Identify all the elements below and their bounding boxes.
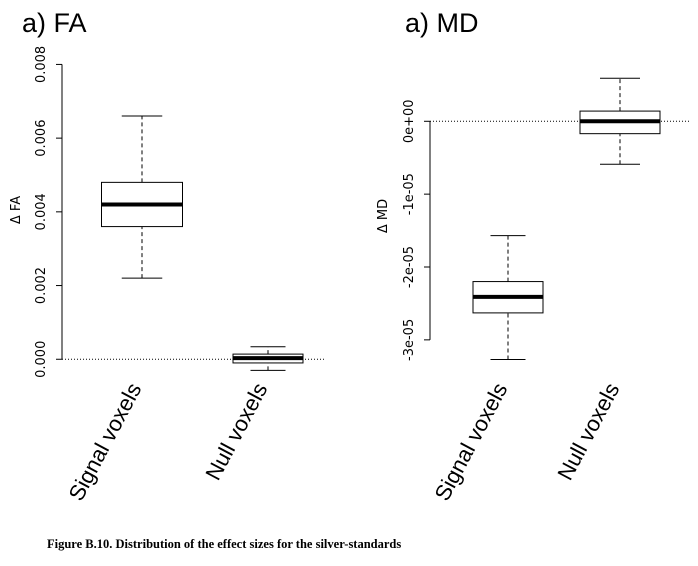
y-tick-label: 0.000: [34, 341, 49, 378]
caption: Figure B.10. Distribution of the effect …: [47, 537, 401, 551]
y-tick-label: 0.002: [34, 267, 49, 304]
y-tick-label: -1e-05: [402, 173, 417, 215]
x-tick-label: Null voxels: [552, 379, 624, 485]
y-tick-label: -3e-05: [402, 319, 417, 361]
y-tick-label: 0.006: [34, 120, 49, 157]
y-tick-label: 0.004: [34, 193, 49, 230]
x-tick-label: Signal voxels: [429, 379, 512, 505]
y-axis-label: Δ FA: [9, 196, 24, 224]
panel-title: a) MD: [405, 8, 479, 38]
y-axis-label: Δ MD: [376, 199, 391, 233]
panel-title: a) FA: [22, 8, 87, 38]
x-tick-label: Signal voxels: [63, 379, 146, 505]
y-tick-label: -2e-05: [402, 246, 417, 288]
y-tick-label: 0.008: [34, 46, 49, 83]
y-tick-label: 0e+00: [402, 99, 417, 143]
x-tick-label: Null voxels: [200, 379, 272, 485]
